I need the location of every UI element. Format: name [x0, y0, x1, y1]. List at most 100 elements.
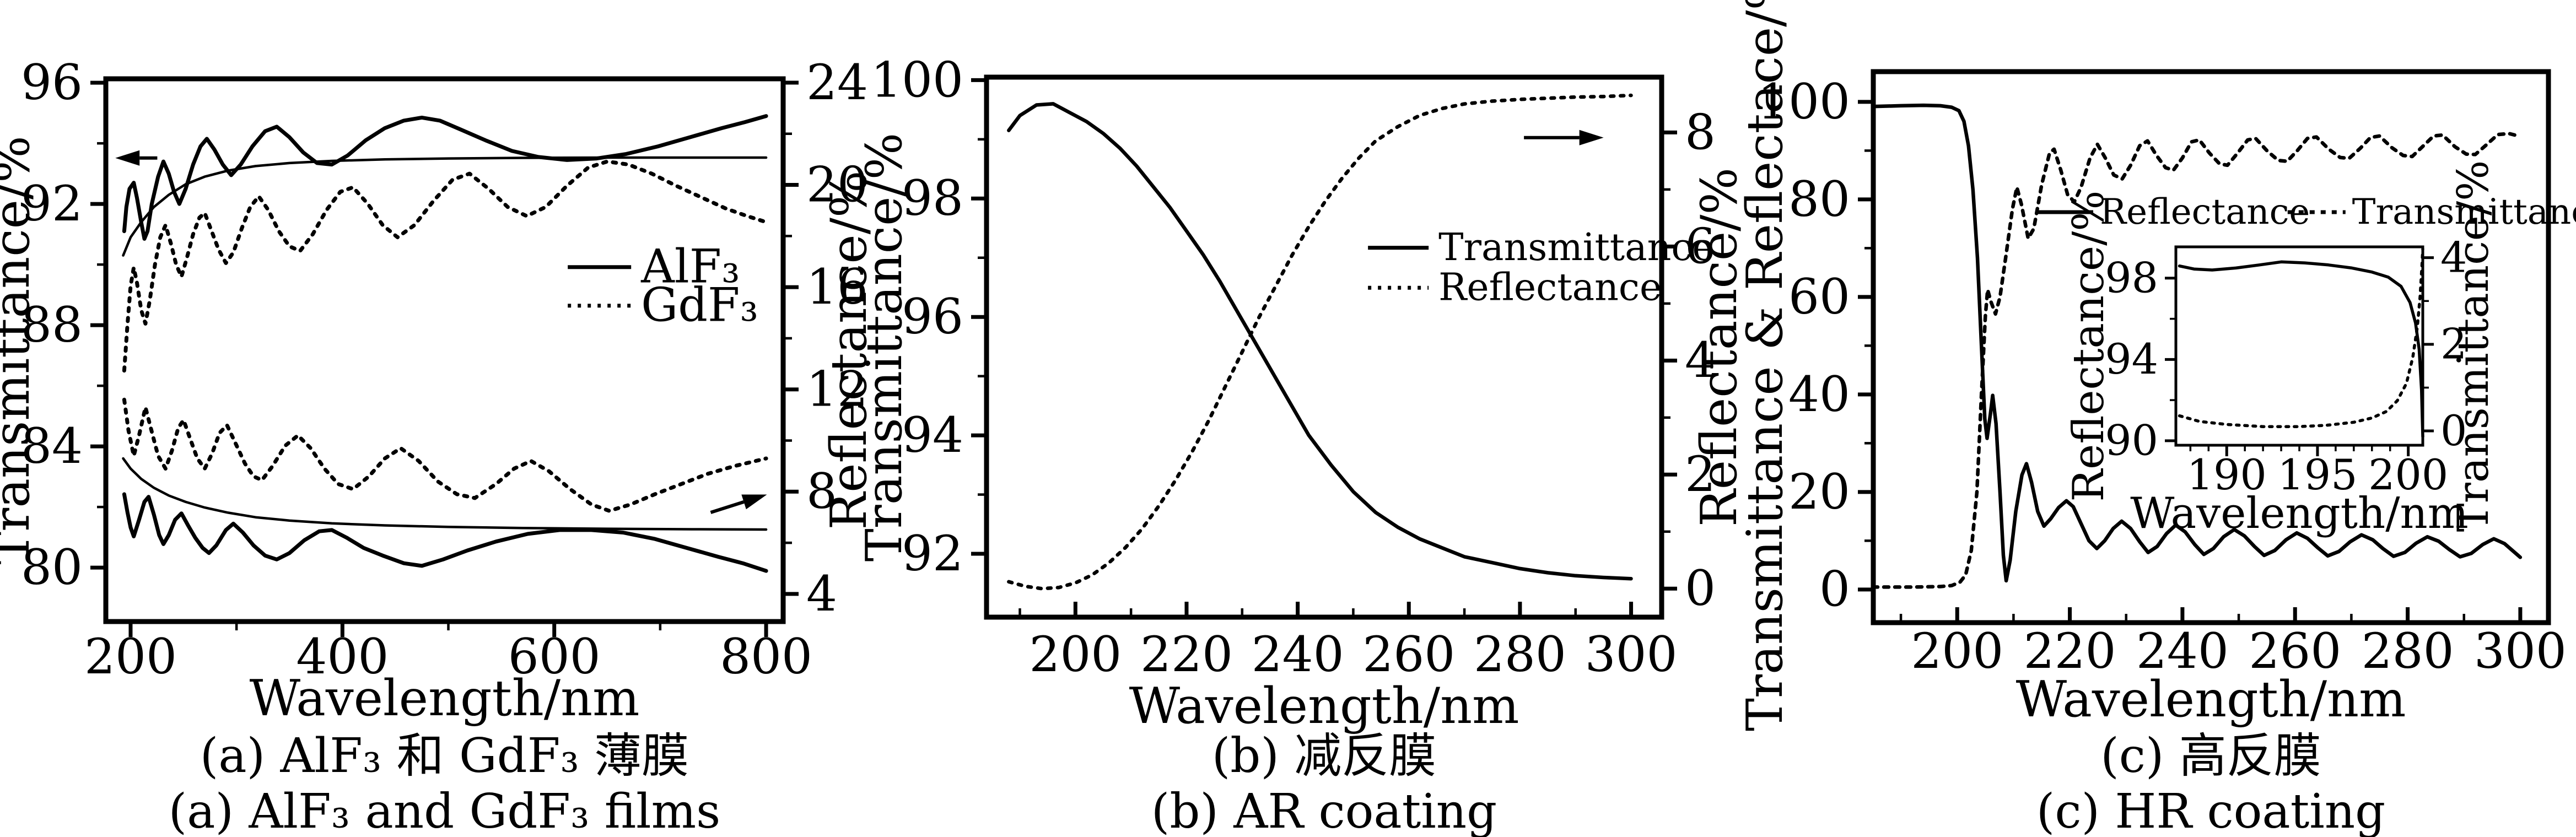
x-tick-label: 300: [1585, 626, 1678, 683]
caption-b-english: (b) AR coating: [1151, 784, 1497, 837]
series-curve: [122, 397, 768, 513]
caption-c-chinese: (c) 高反膜: [2100, 728, 2321, 784]
panel-c-plot: 200 220 240 260 280 300 Wavelength/nm 0 20 40 60 80…: [1736, 0, 2576, 731]
series-curve: [122, 457, 768, 531]
plot-frame: [103, 76, 786, 624]
plot-frame: [984, 74, 1664, 620]
legend-label: AlF₃: [640, 240, 740, 294]
y-tick-label: 40: [1788, 366, 1850, 423]
caption-a-english: (a) AlF₃ and GdF₃ films: [168, 784, 721, 837]
y-tick-label: 24: [806, 54, 868, 111]
y-tick-label: 0: [2440, 406, 2467, 455]
y-tick-label: 92: [902, 525, 963, 582]
y-tick-label: 96: [21, 54, 83, 111]
series-curve: [122, 159, 768, 373]
x-tick-label: 300: [2474, 623, 2567, 679]
x-tick-label: 200: [84, 628, 177, 685]
axis-pointer-arrowhead: [1579, 129, 1604, 145]
legend-label: Reflectance: [2100, 192, 2310, 233]
y-axis-title: Transmittance/%: [855, 133, 913, 561]
y-tick-label: 2: [2440, 320, 2467, 369]
y-tick-label: 4: [1685, 332, 1716, 388]
x-axis-title: Wavelength/nm: [1129, 677, 1519, 735]
panel-a-plot: 200 400 600 800Wavelength/nm8084889296Trans…: [0, 54, 878, 727]
x-tick-label: 200: [1911, 623, 2003, 679]
y-tick-label: 94: [2105, 334, 2158, 384]
y-axis-title: Transmittance/%: [0, 136, 41, 564]
x-tick-label: 200: [1029, 626, 1122, 683]
y-tick-label: 80: [21, 539, 83, 596]
y-tick-label: 94: [902, 407, 963, 463]
caption-panel-b: (b) 减反膜 (b) AR coating: [987, 728, 1662, 837]
x-axis-title: Wavelength/nm: [250, 669, 640, 727]
y-tick-label: 16: [806, 258, 868, 315]
series-curve: [122, 156, 768, 257]
y-tick-label: 98: [902, 170, 963, 226]
panel-b-plot: 200 220 240 260 280 300Wavelength/nm929496981…: [855, 51, 1748, 735]
axis-pointer-arrowhead: [115, 150, 140, 166]
axis-pointer-arrow: [710, 500, 745, 514]
legend-label: Transmittance: [1438, 226, 1715, 269]
caption-c-english: (c) HR coating: [2036, 784, 2386, 837]
y-tick-label: 60: [1788, 268, 1850, 325]
x-tick-label: 280: [1474, 626, 1566, 683]
x-tick-label: 190: [2187, 450, 2267, 499]
y-tick-label: 100: [871, 51, 963, 108]
y-axis-title: Reflectance/%: [1690, 168, 1748, 527]
series-curve: [122, 492, 768, 573]
x-tick-label: 195: [2277, 450, 2357, 499]
y-tick-label: 12: [806, 361, 868, 418]
y-tick-label: 90: [2105, 416, 2158, 465]
y-tick-label: 84: [21, 418, 83, 474]
y-tick-label: 2: [1685, 446, 1716, 503]
x-tick-label: 600: [508, 628, 601, 685]
y-tick-label: 8: [1685, 104, 1716, 160]
x-tick-label: 200: [2368, 450, 2448, 499]
caption-panel-a: (a) AlF₃ 和 GdF₃ 薄膜 (a) AlF₃ and GdF₃ fil…: [106, 728, 783, 837]
x-axis-title: Wavelength/nm: [2130, 489, 2468, 538]
x-tick-label: 240: [2136, 623, 2229, 679]
legend-label: Transmittance: [2352, 192, 2576, 233]
x-tick-label: 400: [296, 628, 389, 685]
y-tick-label: 8: [806, 463, 837, 520]
y-tick-label: 20: [806, 156, 868, 213]
y-tick-label: 4: [806, 565, 837, 622]
series-curve: [1007, 102, 1633, 581]
x-tick-label: 240: [1252, 626, 1344, 683]
y-axis-title: Reflectance/%: [820, 170, 878, 530]
series-curve: [2178, 247, 2424, 428]
caption-b-chinese: (b) 减反膜: [1211, 728, 1437, 784]
series-curve: [122, 114, 768, 241]
x-tick-label: 260: [1362, 626, 1455, 683]
y-tick-label: 88: [21, 296, 83, 353]
axis-pointer-arrowhead: [741, 494, 767, 510]
y-tick-label: 6: [1685, 218, 1716, 274]
series-curve: [1871, 132, 2523, 589]
y-axis-title: Reflectance/%: [2064, 190, 2114, 501]
y-tick-label: 4: [2440, 233, 2467, 282]
y-axis-title: Transmittance/%: [2449, 160, 2498, 532]
y-tick-label: 100: [1758, 73, 1850, 130]
plot-frame: [1871, 69, 2551, 625]
y-tick-label: 98: [2105, 253, 2158, 303]
x-tick-label: 800: [720, 628, 812, 685]
y-tick-label: 96: [902, 288, 963, 345]
y-tick-label: 0: [1685, 560, 1716, 617]
x-axis-title: Wavelength/nm: [2016, 671, 2406, 728]
y-tick-label: 20: [1788, 463, 1850, 520]
x-tick-label: 260: [2249, 623, 2341, 679]
legend-label: Reflectance: [1438, 266, 1662, 310]
series-curve: [1871, 103, 2523, 583]
x-tick-label: 220: [2024, 623, 2116, 679]
y-tick-label: 92: [21, 175, 83, 232]
series-curve: [1007, 93, 1633, 591]
legend-label: GdF₃: [641, 278, 758, 332]
x-tick-label: 220: [1140, 626, 1233, 683]
caption-a-chinese: (a) AlF₃ 和 GdF₃ 薄膜: [200, 728, 689, 784]
y-axis-title: Transmittance & Reflectace/%: [1736, 0, 1794, 731]
y-tick-label: 80: [1788, 171, 1850, 228]
x-tick-label: 280: [2362, 623, 2454, 679]
